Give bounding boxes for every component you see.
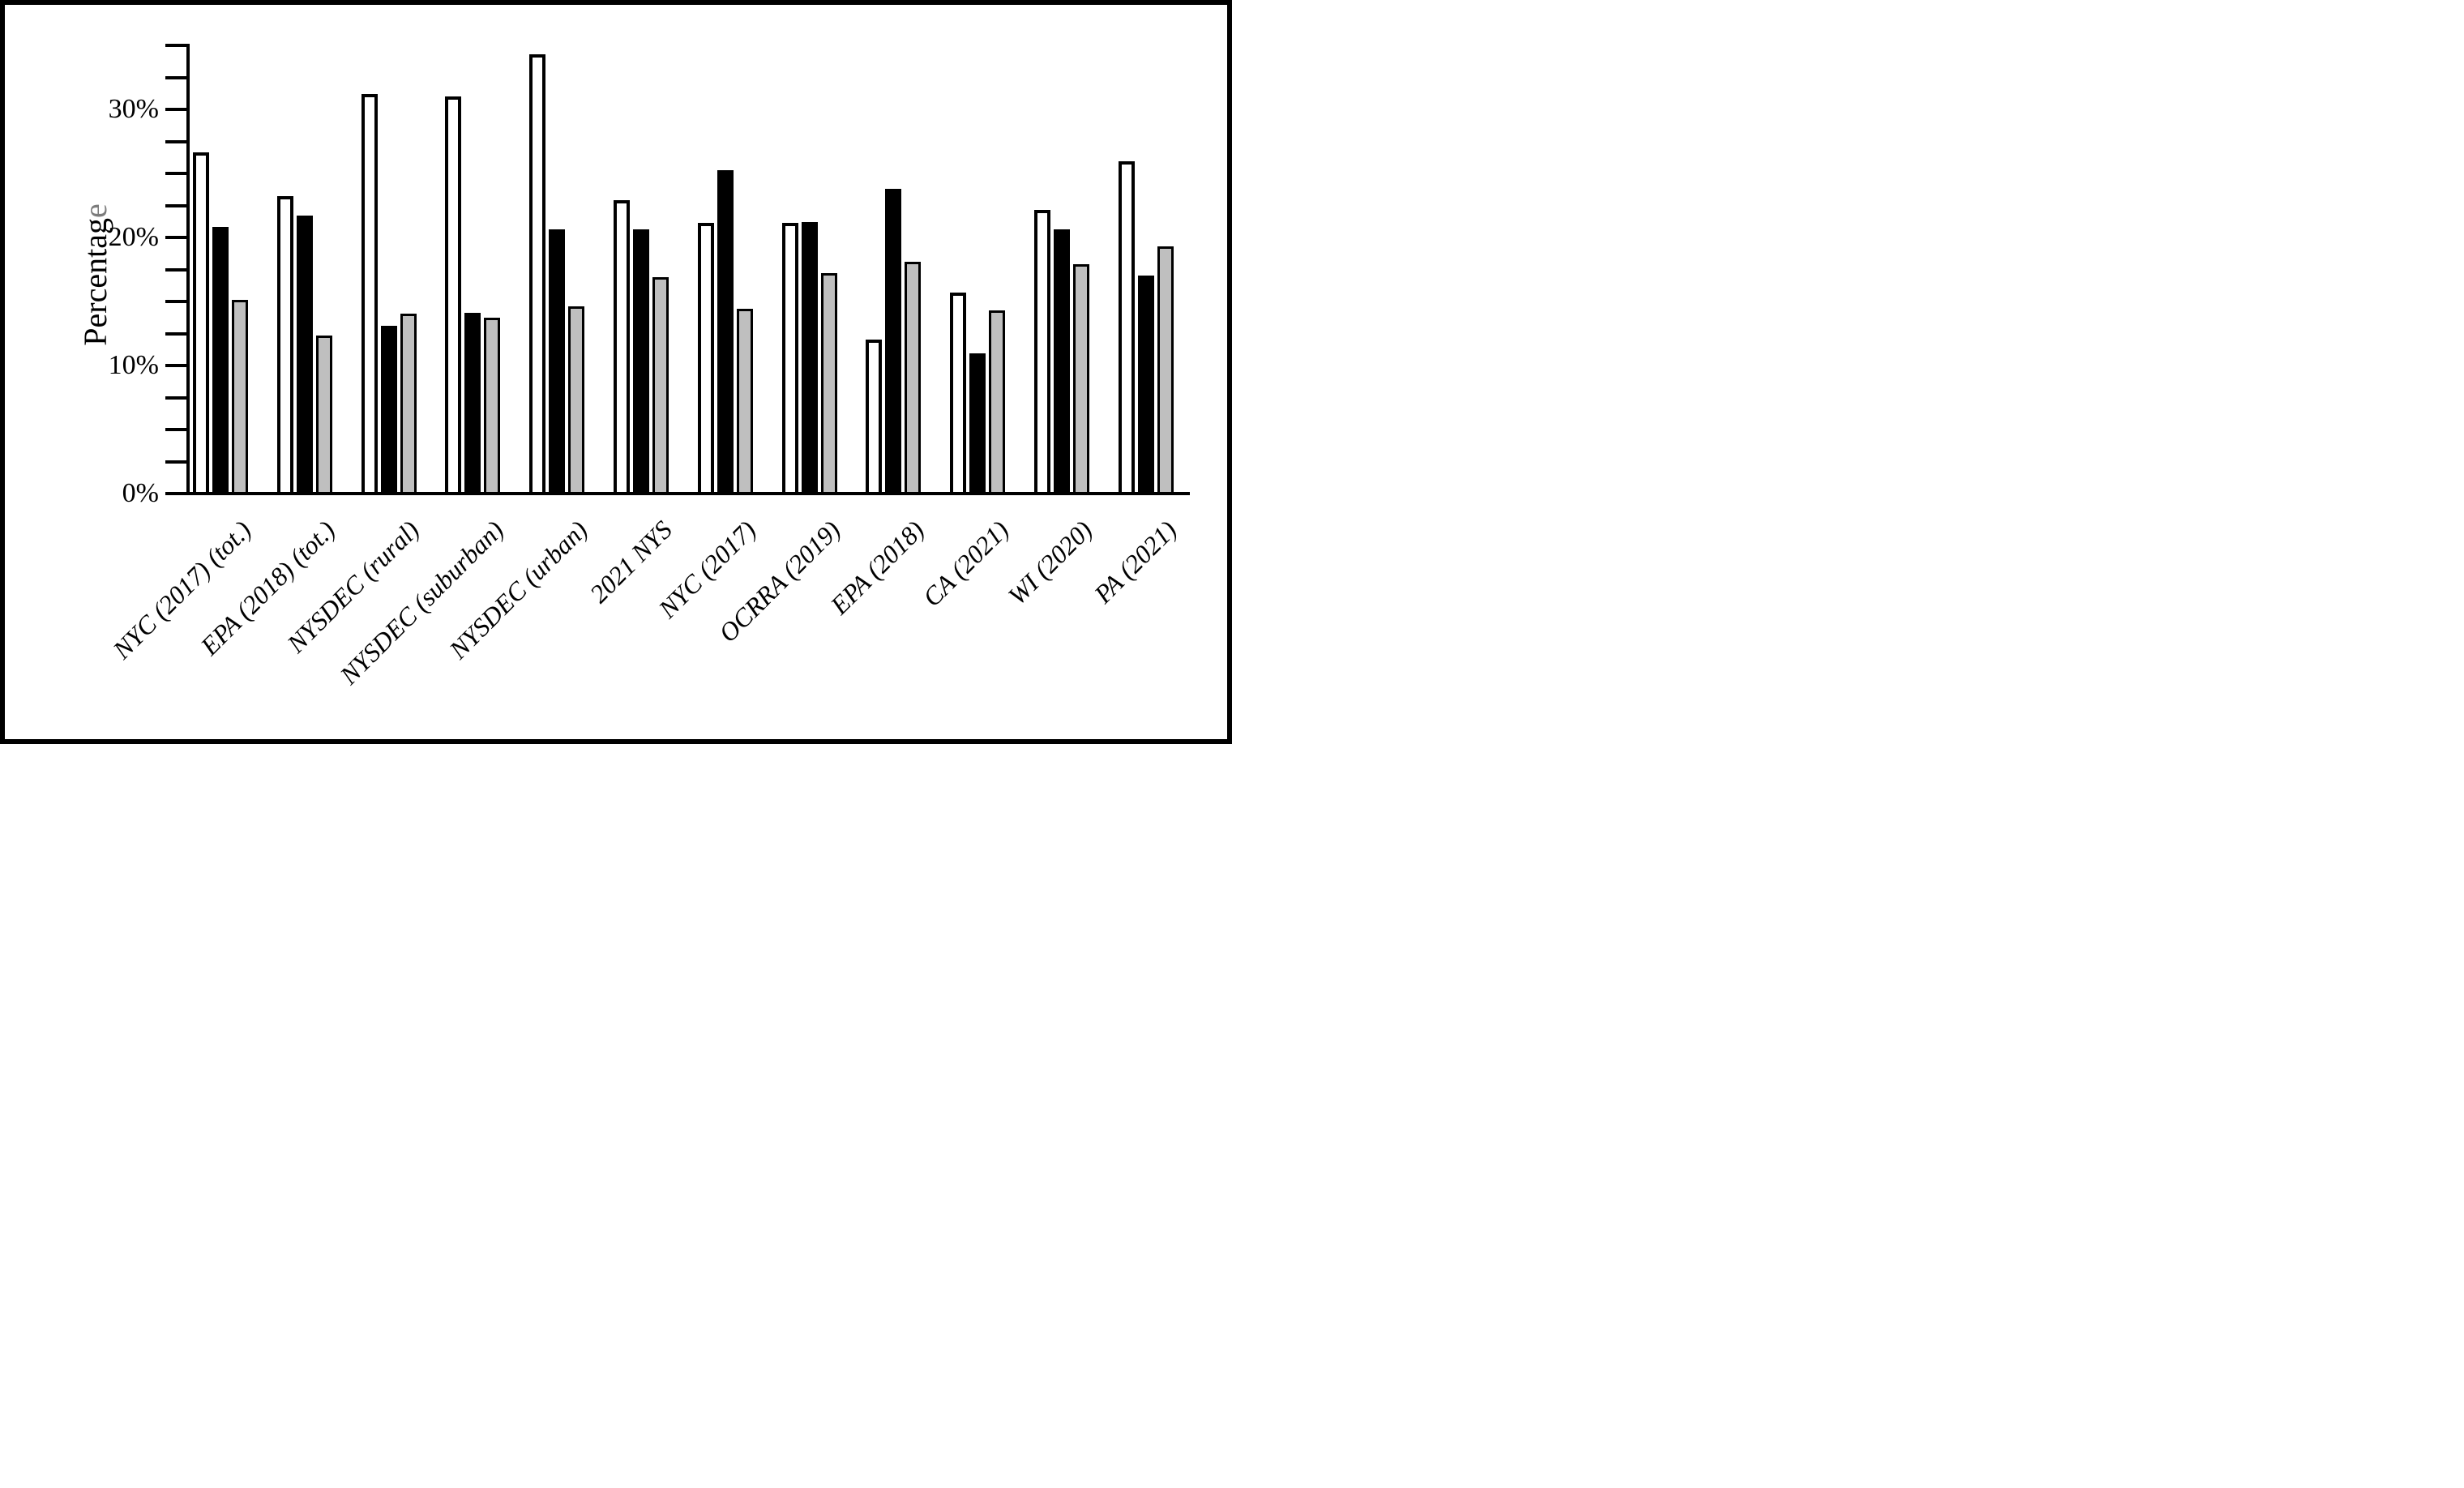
bar-white — [866, 340, 882, 492]
bar-white — [277, 196, 293, 492]
y-axis-tick — [165, 428, 190, 431]
bar-white — [1119, 161, 1135, 492]
bar-white — [193, 152, 209, 492]
bar-black — [1054, 229, 1070, 492]
bar-white — [782, 223, 798, 492]
y-tick-label: 10% — [108, 350, 159, 380]
bar-black — [212, 227, 229, 492]
y-axis-tick — [165, 364, 190, 367]
x-axis-line — [186, 492, 1190, 495]
bar-white — [698, 223, 714, 492]
x-tick-label: PA (2021) — [1088, 515, 1183, 609]
y-axis-tick — [165, 460, 190, 464]
bar-black — [381, 326, 397, 492]
bar-white — [614, 200, 630, 492]
x-tick-label: NYSDEC (suburban) — [334, 515, 510, 691]
bar-gray — [316, 336, 332, 492]
bar-chart-figure: Percentage 0% 10% 20% 30% NYC (2017) (tot.)… — [0, 0, 1232, 744]
bar-gray — [1157, 246, 1174, 492]
bar-white — [1034, 210, 1050, 492]
y-axis-title-last-letter: e — [77, 203, 113, 219]
bar-gray — [652, 277, 669, 492]
y-tick-label: 20% — [108, 222, 159, 252]
bar-black — [885, 189, 901, 492]
bar-black — [802, 222, 818, 492]
y-axis-tick — [165, 139, 190, 143]
bar-gray — [905, 262, 921, 492]
bar-white — [445, 96, 461, 492]
y-tick-label: 0% — [122, 478, 159, 508]
bar-black — [969, 353, 986, 492]
bar-black — [717, 170, 734, 492]
bar-gray — [1073, 264, 1089, 492]
y-axis-tick — [165, 492, 190, 495]
bar-gray — [232, 300, 248, 492]
bar-white — [529, 54, 545, 492]
y-tick-label: 30% — [108, 94, 159, 124]
bar-black — [1138, 276, 1154, 492]
x-tick-label: CA (2021) — [917, 515, 1014, 613]
bar-white — [950, 293, 966, 492]
y-axis-tick — [165, 75, 190, 79]
bar-white — [361, 94, 378, 492]
bar-black — [633, 229, 649, 492]
bar-black — [464, 313, 481, 492]
bar-gray — [737, 309, 753, 492]
bar-gray — [568, 306, 584, 492]
y-axis-tick — [165, 331, 190, 336]
bar-black — [549, 229, 565, 492]
y-axis-tick — [165, 44, 190, 47]
y-axis-tick — [165, 108, 190, 111]
bar-gray — [989, 310, 1005, 492]
x-tick-label: WI (2020) — [1002, 515, 1098, 611]
y-axis-tick — [165, 396, 190, 400]
y-axis-tick — [165, 172, 190, 175]
y-axis-tick — [165, 267, 190, 272]
y-axis-tick — [165, 236, 190, 239]
y-axis-title: Percentage — [76, 177, 115, 372]
bar-gray — [821, 273, 837, 492]
bar-black — [297, 216, 313, 492]
y-axis-tick — [165, 300, 190, 303]
y-axis-tick — [165, 203, 190, 207]
bar-gray — [400, 314, 417, 492]
bar-gray — [484, 318, 500, 492]
